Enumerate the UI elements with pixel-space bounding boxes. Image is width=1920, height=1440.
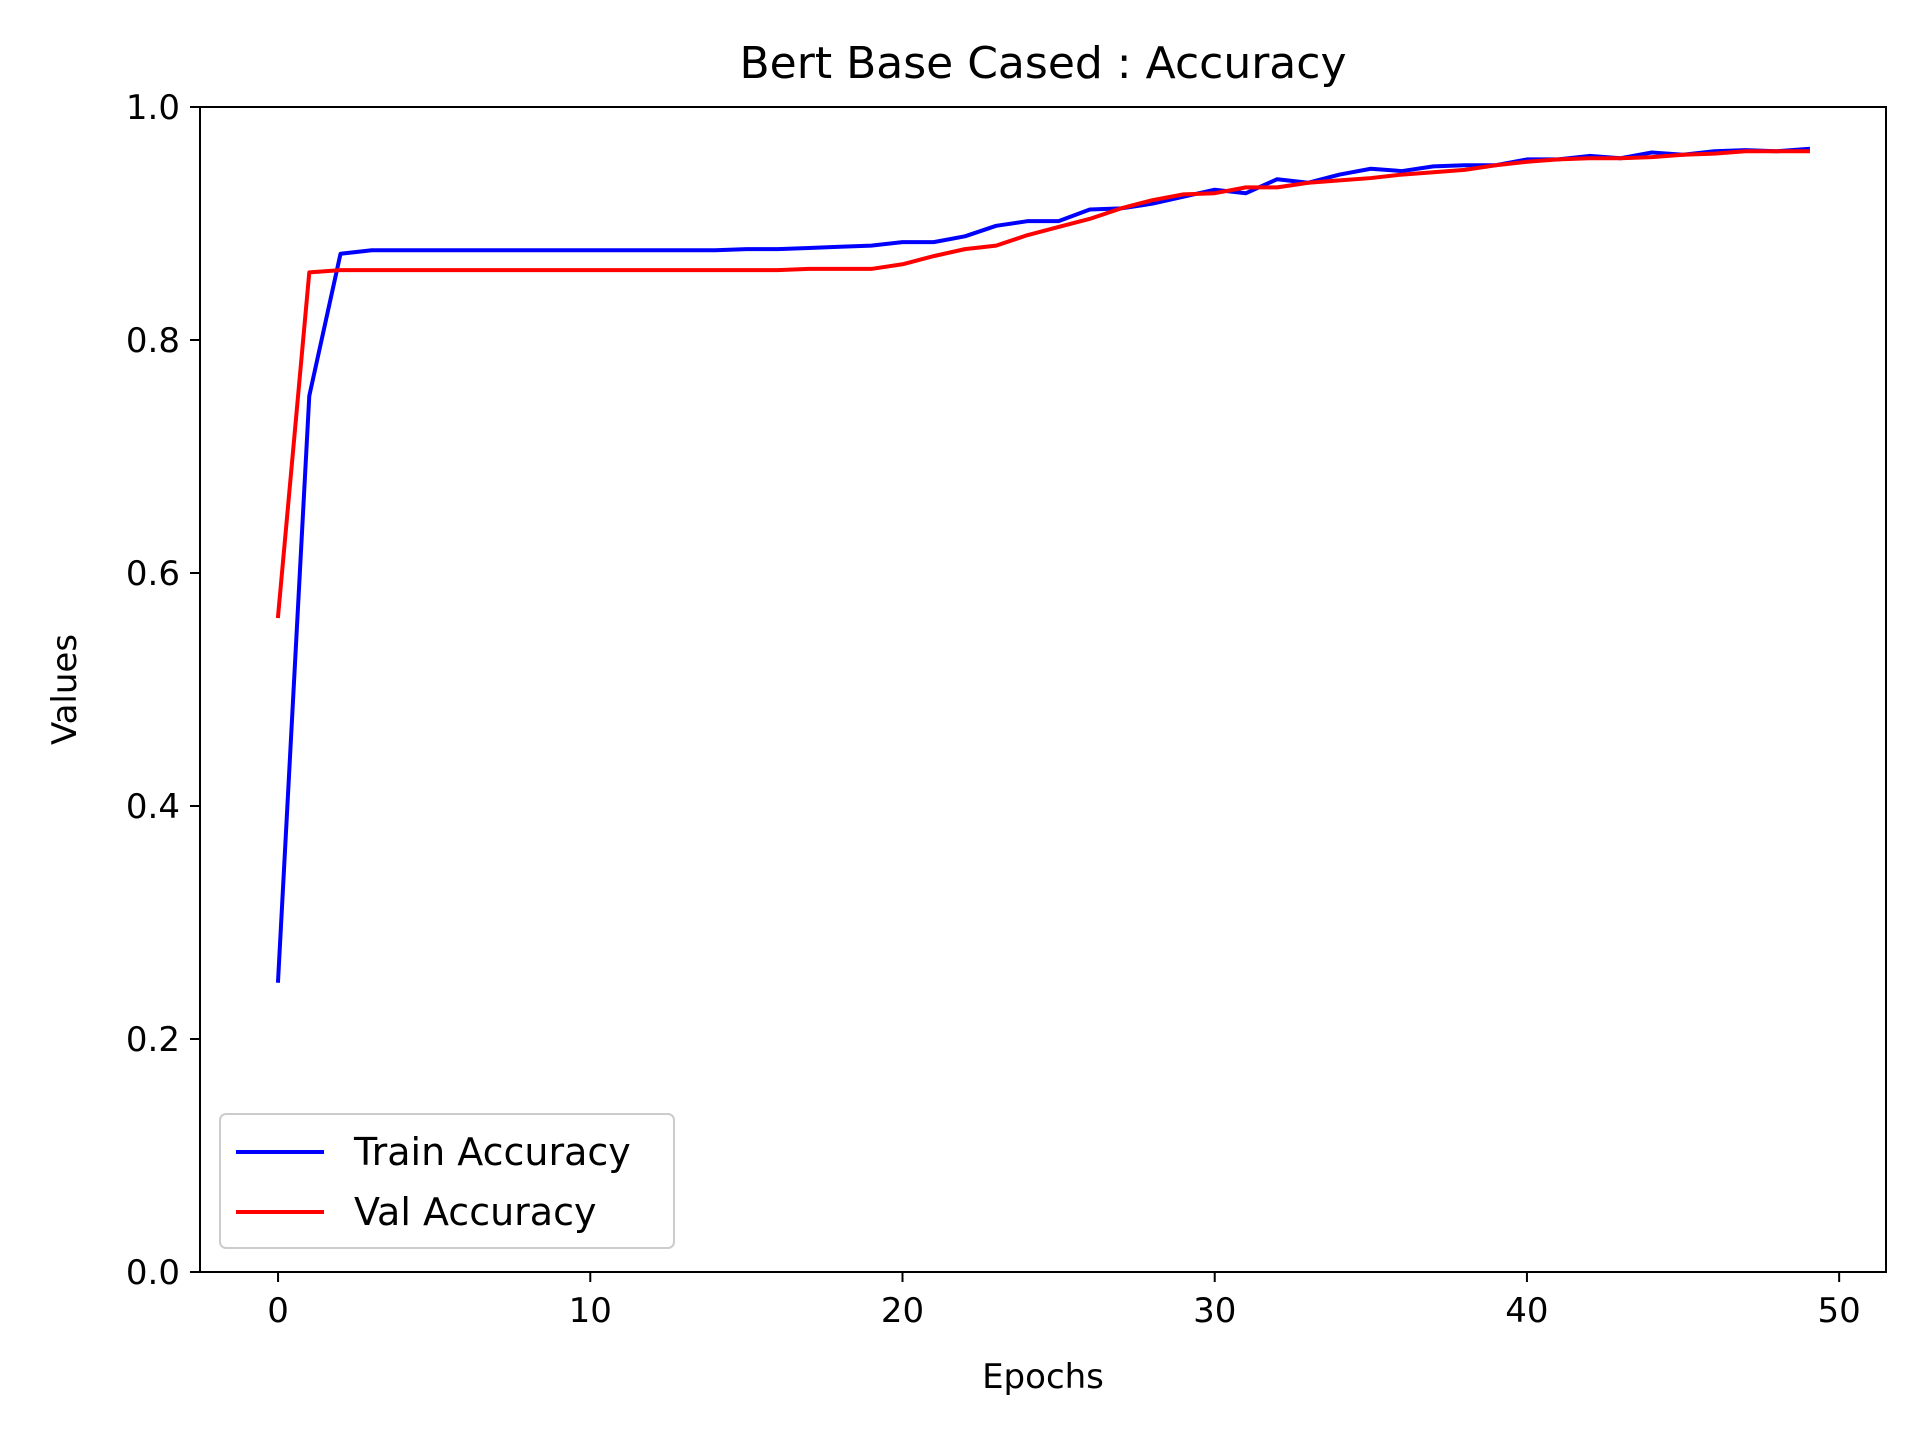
axes-frame	[199, 106, 1887, 1273]
legend-box	[219, 1113, 675, 1249]
chart-title: Bert Base Cased : Accuracy	[740, 38, 1347, 89]
x-tick-label: 10	[569, 1291, 612, 1331]
legend: Train Accuracy Val Accuracy	[219, 1113, 675, 1249]
x-tick-label: 20	[881, 1291, 924, 1331]
x-tick-label: 30	[1193, 1291, 1236, 1331]
y-tick-label: 1.0	[126, 88, 180, 128]
y-tick-label: 0.8	[126, 321, 180, 361]
x-tick-label: 40	[1505, 1291, 1548, 1331]
legend-label: Val Accuracy	[354, 1190, 596, 1234]
x-axis-title: Epochs	[982, 1357, 1104, 1397]
x-tick-label: 0	[267, 1291, 289, 1331]
series-line-val-accuracy	[275, 149, 1810, 619]
y-tick-label: 0.6	[126, 554, 180, 594]
x-tick-label: 50	[1818, 1291, 1861, 1331]
y-axis-title: Values	[45, 634, 85, 745]
y-tick-label: 0.4	[126, 787, 180, 827]
plot-area: 0.0 0.2 0.4 0.6 0.8 1.0 0 10 20 30 40 50	[126, 88, 1887, 1331]
y-tick-label: 0.2	[126, 1020, 180, 1060]
y-tick-label: 0.0	[126, 1253, 180, 1293]
legend-label: Train Accuracy	[353, 1130, 631, 1174]
